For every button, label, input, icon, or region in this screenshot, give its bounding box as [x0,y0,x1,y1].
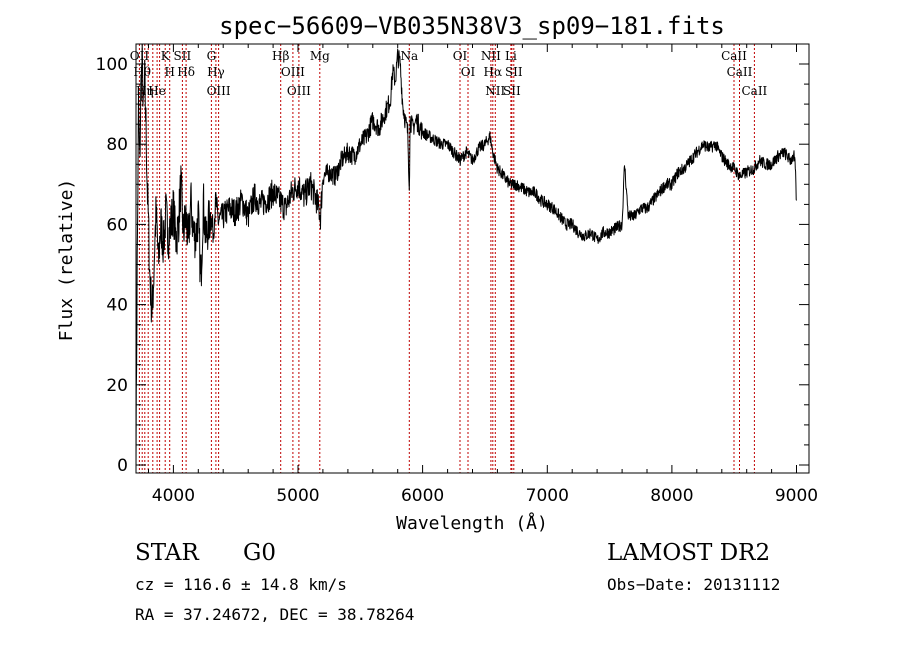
line-marker-label: CaII [721,49,747,63]
spectrum [135,43,797,474]
line-marker-label: NII [485,84,505,98]
survey-name: LAMOST DR2 [607,540,771,566]
line-marker-label: Li [505,49,517,63]
redshift-cz: cz = 116.6 ± 14.8 km/s [135,575,347,594]
line-marker-label: Hγ [207,65,225,79]
line-marker-label: Hδ [177,65,195,79]
x-tick-label: 7000 [526,486,569,506]
line-marker-label: K [161,49,171,63]
y-tick-label: 100 [96,55,128,75]
y-tick-label: 0 [117,456,128,476]
line-marker-label: NII [481,49,501,63]
line-marker-label: OII [130,49,150,63]
line-marker-label: OIII [287,84,311,98]
y-tick-label: 60 [106,215,128,235]
line-marker-label: Hβ [272,49,289,63]
y-tick-label: 40 [106,296,128,316]
line-marker-label: CaII [741,84,767,98]
line-marker-label: G [207,49,217,63]
line-marker-label: SII [503,84,521,98]
object-subclass: G0 [243,540,277,566]
line-marker-label: OI [453,49,468,63]
line-markers [138,44,755,473]
axes: 4000 5000 6000 7000 8000 9000 0 20 40 60 80 100 [96,44,818,506]
obs-date: Obs−Date: 20131112 [607,575,781,594]
x-tick-label: 9000 [775,486,818,506]
coordinates: RA = 37.24672, DEC = 38.78264 [135,605,415,624]
plot-frame [135,43,810,474]
x-axis-label: Wavelength (Å) [396,512,548,534]
spectrum-line [135,43,797,474]
line-marker-label: He [148,84,166,98]
line-marker-label: CaII [727,65,753,79]
x-tick-label: 5000 [276,486,319,506]
line-marker-label: Mg [310,49,330,63]
line-marker-label: OIII [207,84,231,98]
y-tick-label: 20 [106,376,128,396]
y-tick-label: 80 [106,135,128,155]
object-class: STAR [135,540,199,566]
line-marker-label: SII [174,49,192,63]
line-marker-label: SII [505,65,523,79]
line-marker-label: Na [400,49,418,63]
line-marker-label: Hα [484,65,503,79]
line-marker-label: H [164,65,174,79]
chart-title: spec−56609−VB035N38V3_sp09−181.fits [219,12,725,40]
x-tick-label: 8000 [650,486,693,506]
line-marker-label: OIII [281,65,305,79]
x-tick-label: 6000 [401,486,444,506]
y-axis-label: Flux (relative) [56,179,77,342]
x-tick-label: 4000 [152,486,195,506]
line-marker-label: OI [461,65,476,79]
